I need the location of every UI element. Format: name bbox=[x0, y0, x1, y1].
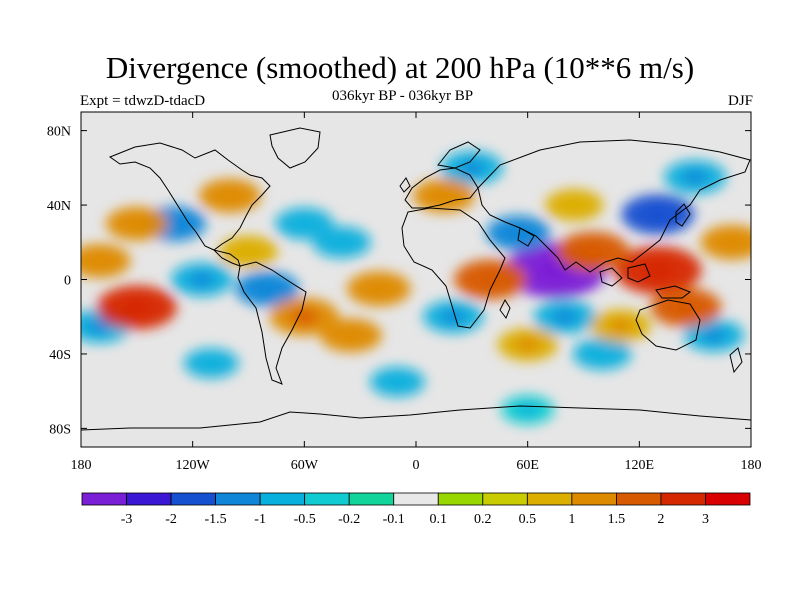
colorbar-label: 1.5 bbox=[608, 512, 626, 527]
experiment-label: Expt = tdwzD-tdacD bbox=[80, 93, 206, 109]
colorbar-swatch bbox=[81, 492, 127, 506]
field-feature-core-10 bbox=[552, 309, 578, 324]
colorbar-label: -0.5 bbox=[294, 512, 316, 527]
colorbar-swatch bbox=[393, 492, 439, 506]
field-feature-core-27 bbox=[431, 188, 457, 203]
field-feature-core-3 bbox=[459, 161, 485, 175]
colorbar-label: 0.5 bbox=[519, 512, 537, 527]
x-tick-label: 180 bbox=[741, 458, 762, 473]
y-tick-label: 40S bbox=[49, 348, 71, 363]
colorbar-label: -2 bbox=[165, 512, 177, 527]
map-axes: 180 120W 60W 0 60E 120E 180 80N 40N 0 40S 80S bbox=[47, 112, 762, 473]
colorbar-swatch bbox=[304, 492, 350, 506]
x-tick-label: 120E bbox=[625, 458, 655, 473]
field-feature-core-31 bbox=[338, 328, 364, 343]
field-feature-core-9 bbox=[441, 310, 466, 324]
field-feature-core-23 bbox=[671, 299, 701, 316]
field-feature-core-25 bbox=[124, 216, 150, 231]
colorbar-label: -0.1 bbox=[383, 512, 405, 527]
colorbar-swatch bbox=[215, 492, 261, 506]
field-feature-core-29 bbox=[87, 254, 113, 268]
coastlines bbox=[81, 127, 751, 431]
colorbar-swatch bbox=[571, 492, 617, 506]
field-feature-core-19 bbox=[120, 298, 153, 317]
colorbar-label: -1.5 bbox=[205, 512, 227, 527]
colorbar-swatch bbox=[616, 492, 662, 506]
colorbar-swatch bbox=[660, 492, 706, 506]
period-label: 036kyr BP - 036kyr BP bbox=[332, 88, 474, 104]
field-feature-core-12 bbox=[329, 235, 354, 249]
field-feature-core-6 bbox=[87, 319, 113, 333]
field-feature-core-4 bbox=[682, 170, 708, 184]
y-tick-label: 0 bbox=[64, 274, 71, 289]
colorbar-swatch bbox=[126, 492, 172, 506]
field-feature-core-28 bbox=[562, 198, 586, 212]
x-tick-label: 180 bbox=[71, 458, 92, 473]
field-feature-core-15 bbox=[386, 375, 409, 388]
colorbar-swatch bbox=[170, 492, 216, 506]
colorbar-swatch bbox=[259, 492, 306, 506]
field-feature-core-20 bbox=[578, 243, 608, 260]
x-tick-label: 60W bbox=[291, 458, 319, 473]
colorbar-label: 3 bbox=[702, 512, 709, 527]
chart-title: Divergence (smoothed) at 200 hPa (10**6 … bbox=[105, 50, 695, 85]
x-tick-label: 60E bbox=[516, 458, 539, 473]
colorbar-swatch bbox=[705, 492, 751, 506]
colorbar: -3 -2 -1.5 -1 -0.5 -0.2 -0.1 0.1 0.2 0.5 1 1.5 2 3 bbox=[81, 492, 751, 527]
field-feature-core-11 bbox=[701, 328, 726, 342]
field-feature-core-2 bbox=[505, 225, 532, 240]
colorbar-label: -0.2 bbox=[338, 512, 360, 527]
colorbar-label: 0.1 bbox=[430, 512, 448, 527]
colorbar-label: 2 bbox=[657, 512, 664, 527]
colorbar-swatch bbox=[348, 492, 395, 506]
divergence-field bbox=[81, 150, 751, 425]
season-label: DJF bbox=[727, 93, 753, 109]
colorbar-label: 0.2 bbox=[474, 512, 492, 527]
field-feature-core-5 bbox=[161, 216, 187, 231]
y-tick-label: 40N bbox=[47, 199, 71, 214]
colorbar-swatch bbox=[437, 492, 484, 506]
field-feature-core-32 bbox=[719, 235, 746, 250]
colorbar-label: 1 bbox=[568, 512, 575, 527]
field-feature-core-18 bbox=[640, 260, 676, 280]
field-feature-core-30 bbox=[515, 338, 540, 352]
field-feature-core-13 bbox=[292, 217, 317, 231]
field-feature-core-16 bbox=[200, 357, 223, 370]
x-tick-label: 0 bbox=[413, 458, 420, 473]
colorbar-label: -3 bbox=[121, 512, 133, 527]
field-feature-core-1 bbox=[643, 206, 673, 223]
field-feature-core-8 bbox=[189, 272, 215, 287]
x-tick-label: 120W bbox=[176, 458, 211, 473]
colorbar-swatch bbox=[526, 492, 573, 506]
field-feature-core-21 bbox=[475, 271, 506, 288]
field-feature-core-7 bbox=[254, 281, 280, 296]
y-tick-label: 80S bbox=[49, 422, 71, 437]
field-feature-core-33 bbox=[236, 245, 261, 258]
field-feature-core-26 bbox=[217, 188, 243, 203]
field-feature-core-34 bbox=[608, 319, 633, 333]
field-feature-core-22 bbox=[290, 309, 319, 325]
colorbar-label: -1 bbox=[254, 512, 266, 527]
colorbar-swatch bbox=[482, 492, 528, 506]
y-tick-label: 80N bbox=[47, 125, 71, 140]
field-feature-core-24 bbox=[366, 281, 392, 296]
field-feature-core-14 bbox=[590, 347, 614, 361]
